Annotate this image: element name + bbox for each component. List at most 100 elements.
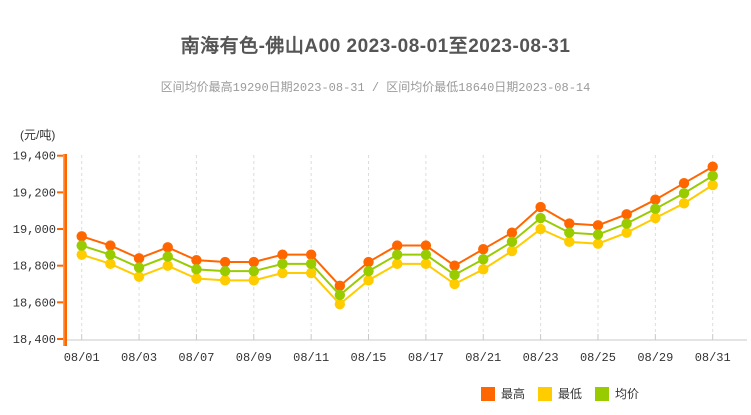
chart-title: 南海有色-佛山A00 2023-08-01至2023-08-31 (180, 36, 571, 57)
data-point (191, 264, 202, 275)
data-point (133, 271, 145, 282)
data-point (305, 249, 317, 260)
legend-item-high[interactable]: 最高 (481, 387, 525, 401)
data-point (277, 267, 288, 279)
data-point (219, 256, 231, 268)
data-point (478, 243, 489, 255)
x-tick-label: 08/11 (293, 351, 329, 365)
x-tick-label: 08/23 (523, 351, 559, 365)
data-point (535, 201, 546, 213)
y-tick-label: 18,400 (13, 333, 56, 347)
y-tick-label: 19,200 (13, 186, 56, 200)
chart-subtitle: 区间均价最高19290日期2023-08-31 / 区间均价最低18640日期2… (160, 81, 591, 95)
data-point (621, 209, 632, 220)
data-point (506, 236, 518, 248)
data-point (305, 267, 317, 279)
legend-label-high: 最高 (501, 387, 526, 401)
legend-swatch-low (538, 387, 553, 401)
data-point (191, 254, 202, 266)
data-point (650, 212, 661, 224)
data-point (133, 262, 145, 273)
y-tick-label: 19,400 (13, 150, 56, 164)
legend: 最高 最低 均价 (481, 387, 639, 401)
data-point (219, 265, 231, 277)
data-point (248, 275, 259, 286)
legend-swatch-avg (595, 387, 610, 401)
legend-label-low: 最低 (558, 387, 583, 401)
data-point (392, 249, 403, 260)
data-point (363, 256, 374, 268)
y-tick-label: 18,600 (13, 296, 56, 310)
data-point (277, 258, 288, 270)
data-point (363, 275, 374, 286)
series-最低 (76, 179, 718, 310)
data-point (707, 170, 718, 182)
data-point (76, 231, 87, 242)
data-point (592, 229, 604, 240)
data-point (449, 278, 460, 290)
x-tick-label: 08/29 (637, 351, 673, 365)
data-point (363, 265, 374, 277)
data-point (334, 298, 346, 310)
data-point (564, 227, 575, 238)
data-point (133, 253, 145, 264)
x-tick-label: 08/01 (64, 351, 100, 365)
data-point (449, 260, 460, 271)
data-point (248, 256, 259, 268)
data-point (392, 258, 403, 270)
data-point (478, 254, 489, 265)
data-point (248, 265, 259, 277)
series-最高 (76, 161, 718, 292)
data-point (506, 245, 518, 257)
x-tick-label: 08/21 (465, 351, 501, 365)
data-point (478, 264, 489, 275)
legend-label-avg: 均价 (615, 387, 640, 401)
data-point (105, 258, 116, 270)
x-tick-label: 08/25 (580, 351, 616, 365)
data-point (707, 179, 718, 191)
data-point (678, 198, 690, 209)
data-point (592, 220, 604, 231)
legend-item-avg[interactable]: 均价 (595, 387, 639, 401)
data-point (506, 227, 518, 238)
data-point (420, 240, 432, 251)
x-tick-label: 08/31 (695, 351, 731, 365)
legend-item-low[interactable]: 最低 (538, 387, 582, 401)
x-axis: 08/01 08/03 08/07 08/09 08/11 08/15 08/17 08/21… (63, 334, 747, 365)
data-point (592, 238, 604, 249)
data-point (707, 161, 718, 172)
y-tick-label: 18,800 (13, 260, 56, 274)
data-point (162, 251, 173, 262)
data-point (219, 275, 231, 286)
data-point (535, 223, 546, 235)
data-point (420, 258, 432, 270)
data-point (449, 269, 460, 281)
data-point (191, 273, 202, 284)
data-point (105, 240, 116, 251)
x-tick-label: 08/07 (178, 351, 214, 365)
x-tick-label: 08/15 (351, 351, 387, 365)
data-point (277, 249, 288, 260)
series-均价 (76, 170, 718, 301)
data-point (162, 260, 173, 271)
legend-swatch-high (481, 387, 495, 401)
data-point (678, 177, 690, 189)
y-tick-label: 19,000 (13, 223, 56, 237)
y-axis: 18,400 18,600 18,800 19,000 19,200 19,400 (13, 150, 67, 347)
data-point (650, 194, 661, 205)
data-point (621, 227, 632, 238)
data-point (621, 218, 632, 229)
data-point (305, 258, 317, 270)
x-tick-label: 08/09 (236, 351, 272, 365)
x-tick-label: 08/03 (121, 351, 157, 365)
data-point (76, 240, 87, 251)
data-point (420, 249, 432, 260)
data-point (564, 236, 575, 248)
data-point (105, 249, 116, 260)
data-point (162, 242, 173, 253)
data-point (334, 289, 346, 301)
data-point (650, 203, 661, 215)
data-point (678, 188, 690, 199)
